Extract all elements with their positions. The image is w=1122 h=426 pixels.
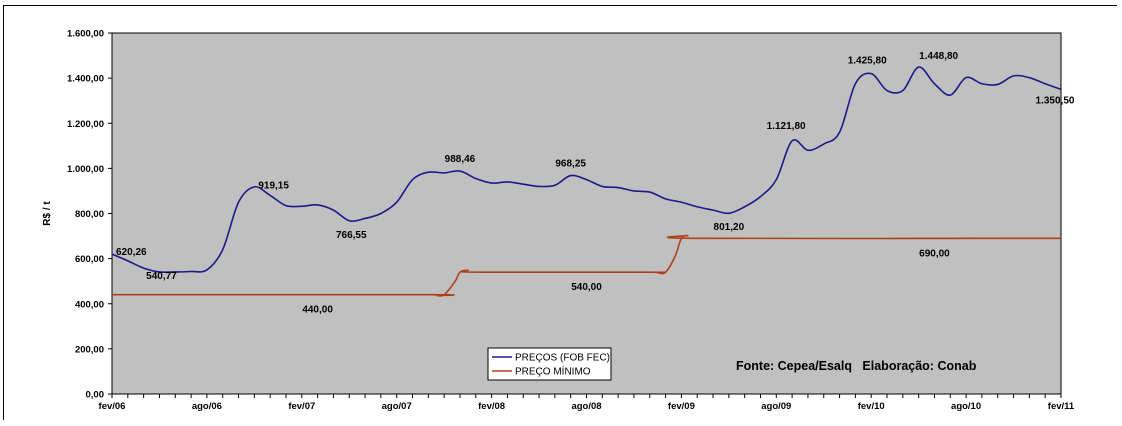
y-tick-label: 0,00 (86, 390, 105, 401)
data-label: 1.121,80 (767, 121, 806, 132)
data-label: 766,55 (336, 230, 367, 241)
x-tick-label: ago/07 (382, 401, 412, 412)
series-line-precos (111, 66, 1062, 274)
data-label: 801,20 (714, 222, 745, 233)
y-tick-label: 1.000,00 (67, 164, 104, 175)
x-tick-label: ago/10 (951, 401, 981, 412)
x-tick-label: fev/10 (858, 401, 885, 412)
x-tick-label: ago/08 (571, 401, 601, 412)
chart-frame (3, 5, 1117, 420)
x-tick-label: fev/08 (478, 401, 505, 412)
series-line-preco-minimo (111, 234, 1062, 297)
legend-box (487, 347, 612, 381)
y-tick-label: 200,00 (75, 344, 104, 355)
legend: PREÇOS (FOB FEC) PREÇO MÍNIMO (487, 347, 612, 381)
y-axis-title: R$ / t (42, 201, 53, 226)
source-note: Fonte: Cepea/Esalq Elaboração: Conab (736, 359, 977, 373)
y-tick-label: 800,00 (75, 209, 104, 220)
y-axis: 0,00 200,00 400,00 600,00 800,00 1.000,00 1.20… (67, 29, 113, 401)
y-tick-label: 1.200,00 (67, 119, 104, 130)
data-labels: 620,26 540,77 919,15 766,55 988,46 968,25 801,… (116, 51, 1075, 316)
data-label: 988,46 (445, 154, 476, 165)
data-label: 540,00 (571, 282, 602, 293)
data-label: 919,15 (258, 181, 289, 192)
x-tick-label: ago/06 (192, 401, 222, 412)
data-label: 968,25 (555, 159, 586, 170)
x-tick-label: fev/07 (288, 401, 315, 412)
y-tick-label: 1.600,00 (67, 29, 104, 40)
x-axis: fev/06 ago/06 fev/07 ago/07 fev/08 ago/08 fev/… (99, 393, 1075, 412)
x-tick-label: fev/09 (668, 401, 695, 412)
x-tick-label: fev/06 (99, 401, 126, 412)
y-tick-label: 1.400,00 (67, 74, 104, 85)
data-label: 1.448,80 (919, 51, 958, 62)
legend-label-preco-minimo: PREÇO MÍNIMO (515, 365, 591, 378)
y-tick-label: 600,00 (75, 254, 104, 265)
x-tick-label: fev/11 (1048, 401, 1075, 412)
x-tick-label: ago/09 (761, 401, 791, 412)
data-label: 1.350,50 (1036, 95, 1075, 106)
legend-label-precos: PREÇOS (FOB FEC) (515, 353, 610, 364)
series-group (111, 66, 1062, 297)
data-label: 1.425,80 (848, 55, 887, 66)
data-label: 620,26 (116, 247, 147, 258)
plot-area (111, 32, 1062, 395)
data-label: 440,00 (302, 305, 333, 316)
data-label: 690,00 (919, 248, 950, 259)
data-label: 540,77 (146, 271, 177, 282)
y-tick-label: 400,00 (75, 299, 104, 310)
